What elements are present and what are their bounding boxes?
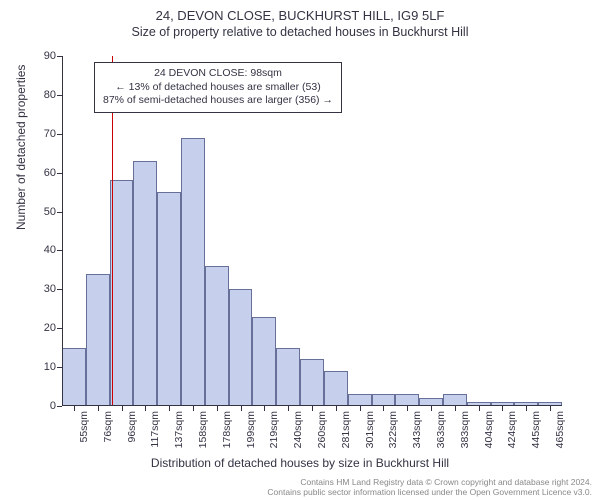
y-tick-label: 90 bbox=[44, 50, 56, 62]
x-tick-label: 343sqm bbox=[411, 411, 423, 448]
x-tick-mark bbox=[145, 406, 146, 411]
x-tick-label: 424sqm bbox=[506, 411, 518, 448]
x-tick-label: 383sqm bbox=[459, 411, 471, 448]
x-tick-mark bbox=[193, 406, 194, 411]
histogram-bar bbox=[110, 180, 134, 406]
y-tick-label: 30 bbox=[44, 283, 56, 295]
y-tick-mark bbox=[57, 212, 62, 213]
x-tick-label: 158sqm bbox=[197, 411, 209, 448]
x-tick-mark bbox=[407, 406, 408, 411]
y-tick-label: 80 bbox=[44, 89, 56, 101]
y-tick-mark bbox=[57, 289, 62, 290]
y-tick-mark bbox=[57, 56, 62, 57]
x-tick-label: 363sqm bbox=[435, 411, 447, 448]
x-tick-mark bbox=[526, 406, 527, 411]
y-tick-label: 40 bbox=[44, 244, 56, 256]
annotation-line: 87% of semi-detached houses are larger (… bbox=[103, 94, 333, 108]
x-tick-mark bbox=[288, 406, 289, 411]
x-tick-mark bbox=[74, 406, 75, 411]
x-tick-label: 260sqm bbox=[316, 411, 328, 448]
x-tick-mark bbox=[98, 406, 99, 411]
x-tick-label: 322sqm bbox=[387, 411, 399, 448]
x-tick-mark bbox=[217, 406, 218, 411]
histogram-bar bbox=[276, 348, 300, 406]
x-tick-mark bbox=[455, 406, 456, 411]
x-tick-mark bbox=[312, 406, 313, 411]
x-axis-label: Distribution of detached houses by size … bbox=[0, 456, 600, 470]
x-tick-label: 178sqm bbox=[221, 411, 233, 448]
x-tick-label: 240sqm bbox=[292, 411, 304, 448]
x-tick-mark bbox=[479, 406, 480, 411]
histogram-bar bbox=[252, 317, 276, 406]
x-tick-label: 117sqm bbox=[149, 411, 161, 448]
chart-area: 24 DEVON CLOSE: 98sqm← 13% of detached h… bbox=[62, 56, 562, 406]
histogram-bar bbox=[205, 266, 229, 406]
x-tick-mark bbox=[383, 406, 384, 411]
x-tick-mark bbox=[502, 406, 503, 411]
x-tick-mark bbox=[241, 406, 242, 411]
y-tick-label: 20 bbox=[44, 322, 56, 334]
x-tick-label: 96sqm bbox=[126, 411, 138, 443]
histogram-bar bbox=[133, 161, 157, 406]
histogram-bar bbox=[324, 371, 348, 406]
plot-region: 24 DEVON CLOSE: 98sqm← 13% of detached h… bbox=[62, 56, 562, 406]
y-tick-label: 50 bbox=[44, 206, 56, 218]
x-tick-label: 404sqm bbox=[483, 411, 495, 448]
x-tick-label: 465sqm bbox=[554, 411, 566, 448]
y-tick-mark bbox=[57, 173, 62, 174]
y-tick-label: 70 bbox=[44, 128, 56, 140]
histogram-bar bbox=[300, 359, 324, 406]
x-tick-label: 137sqm bbox=[173, 411, 185, 448]
footer-credits: Contains HM Land Registry data © Crown c… bbox=[267, 477, 592, 497]
histogram-bar bbox=[86, 274, 110, 406]
x-tick-mark bbox=[169, 406, 170, 411]
y-tick-mark bbox=[57, 406, 62, 407]
x-tick-mark bbox=[431, 406, 432, 411]
histogram-bar bbox=[229, 289, 253, 406]
x-tick-mark bbox=[360, 406, 361, 411]
x-tick-mark bbox=[122, 406, 123, 411]
chart-title-main: 24, DEVON CLOSE, BUCKHURST HILL, IG9 5LF bbox=[0, 8, 600, 23]
chart-title-sub: Size of property relative to detached ho… bbox=[0, 25, 600, 39]
histogram-bar bbox=[62, 348, 86, 406]
y-tick-mark bbox=[57, 328, 62, 329]
annotation-line: ← 13% of detached houses are smaller (53… bbox=[103, 81, 333, 95]
y-axis-label: Number of detached properties bbox=[14, 65, 28, 230]
histogram-bar bbox=[181, 138, 205, 406]
y-tick-label: 60 bbox=[44, 167, 56, 179]
y-tick-mark bbox=[57, 134, 62, 135]
x-tick-mark bbox=[264, 406, 265, 411]
annotation-line: 24 DEVON CLOSE: 98sqm bbox=[103, 67, 333, 81]
x-tick-label: 281sqm bbox=[340, 411, 352, 448]
y-tick-mark bbox=[57, 367, 62, 368]
x-tick-label: 199sqm bbox=[245, 411, 257, 448]
y-tick-mark bbox=[57, 95, 62, 96]
x-tick-label: 219sqm bbox=[268, 411, 280, 448]
histogram-bar bbox=[157, 192, 181, 406]
y-tick-label: 0 bbox=[50, 400, 56, 412]
x-tick-mark bbox=[336, 406, 337, 411]
credit-line-1: Contains HM Land Registry data © Crown c… bbox=[267, 477, 592, 487]
annotation-box: 24 DEVON CLOSE: 98sqm← 13% of detached h… bbox=[94, 62, 342, 113]
y-tick-mark bbox=[57, 250, 62, 251]
x-tick-label: 445sqm bbox=[530, 411, 542, 448]
y-tick-label: 10 bbox=[44, 361, 56, 373]
x-tick-mark bbox=[550, 406, 551, 411]
x-tick-label: 55sqm bbox=[78, 411, 90, 443]
x-tick-label: 76sqm bbox=[102, 411, 114, 443]
x-tick-label: 301sqm bbox=[364, 411, 376, 448]
chart-title-block: 24, DEVON CLOSE, BUCKHURST HILL, IG9 5LF… bbox=[0, 0, 600, 39]
y-axis-line bbox=[62, 56, 63, 406]
credit-line-2: Contains public sector information licen… bbox=[267, 487, 592, 497]
